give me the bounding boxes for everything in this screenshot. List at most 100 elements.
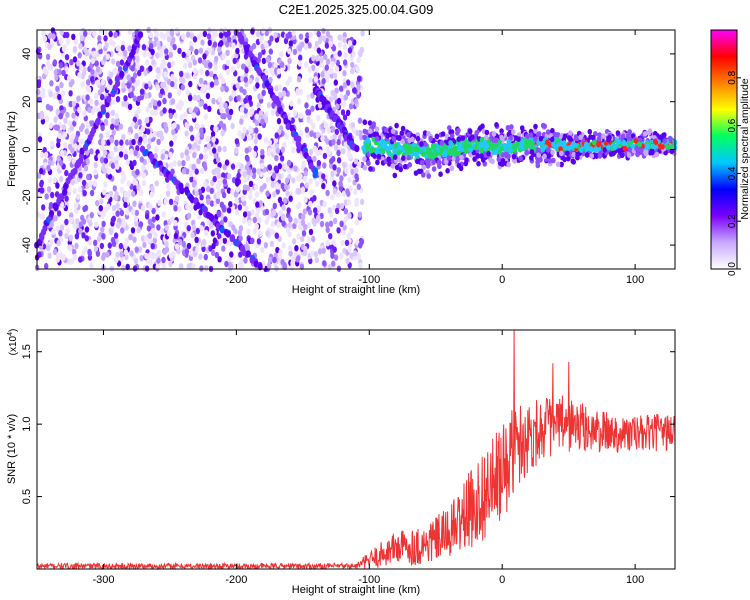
noise-speckle (68, 245, 73, 252)
noise-speckle (306, 236, 312, 244)
noise-speckle (59, 29, 64, 36)
noise-speckle (328, 96, 334, 103)
noise-speckle (87, 250, 93, 257)
noise-speckle (316, 30, 321, 38)
signal-mark (658, 144, 663, 151)
noise-speckle (120, 170, 126, 177)
noise-speckle (300, 186, 306, 193)
noise-speckle (347, 47, 353, 54)
noise-speckle (313, 250, 318, 258)
noise-speckle (69, 125, 75, 132)
noise-speckle (206, 185, 211, 193)
signal-mark (369, 147, 374, 154)
noise-speckle (55, 225, 61, 232)
noise-speckle (296, 188, 302, 195)
signal-mark (394, 122, 399, 129)
noise-speckle (100, 124, 105, 132)
noise-speckle (199, 194, 204, 201)
y-tick-label: -20 (21, 189, 33, 205)
noise-speckle (189, 176, 194, 183)
noise-speckle (322, 260, 327, 267)
signal-mark (542, 153, 547, 160)
signal-mark (397, 145, 403, 151)
noise-speckle (168, 46, 174, 53)
noise-speckle (248, 193, 253, 200)
y-tick-label: 1.5 (21, 344, 33, 359)
noise-speckle (55, 253, 61, 260)
noise-speckle (123, 249, 129, 256)
noise-speckle (222, 145, 227, 153)
noise-speckle (191, 224, 197, 231)
noise-speckle (198, 209, 203, 216)
noise-speckle (115, 45, 121, 52)
colorbar-gradient (710, 29, 738, 270)
noise-speckle (282, 141, 287, 148)
noise-speckle (78, 172, 83, 179)
signal-mark (386, 156, 392, 163)
noise-speckle (165, 30, 170, 38)
noise-speckle (148, 132, 154, 139)
colorbar-tick-label: 0.4 (727, 166, 738, 180)
signal-mark (583, 143, 589, 149)
noise-speckle (231, 91, 236, 98)
noise-speckle (211, 249, 216, 257)
noise-speckle (244, 147, 249, 154)
noise-speckle (148, 65, 153, 72)
noise-speckle (297, 201, 302, 209)
signal-mark (407, 162, 413, 168)
noise-speckle (151, 216, 156, 223)
noise-speckle (257, 52, 263, 59)
noise-speckle (84, 226, 90, 233)
noise-speckle (217, 145, 222, 153)
noise-speckle (248, 110, 253, 117)
noise-speckle (89, 62, 94, 69)
noise-speckle (99, 198, 104, 205)
noise-speckle (323, 53, 328, 61)
signal-mark (463, 148, 469, 155)
signal-mark (391, 136, 397, 142)
noise-speckle (330, 193, 335, 201)
noise-speckle (155, 214, 160, 221)
noise-speckle (77, 71, 82, 79)
noise-speckle (111, 58, 116, 65)
noise-speckle (203, 113, 208, 120)
signal-mark (568, 130, 573, 136)
noise-speckle (61, 69, 66, 77)
noise-speckle (192, 152, 197, 159)
signal-mark (499, 128, 504, 134)
noise-speckle (74, 242, 79, 250)
noise-speckle (143, 235, 149, 242)
signal-mark (627, 140, 632, 147)
noise-speckle (258, 200, 264, 207)
noise-speckle (101, 139, 106, 146)
signal-mark (416, 168, 422, 175)
signal-mark (392, 172, 398, 179)
noise-speckle (198, 47, 204, 54)
noise-speckle (78, 228, 83, 235)
noise-speckle (272, 202, 277, 210)
noise-speckle (66, 75, 72, 82)
noise-speckle (180, 84, 185, 91)
noise-speckle (244, 67, 249, 74)
noise-speckle (235, 186, 241, 193)
noise-speckle (133, 215, 139, 223)
noise-speckle (145, 106, 150, 113)
signal-mark (472, 156, 477, 162)
noise-speckle (155, 73, 160, 81)
noise-speckle (209, 222, 214, 229)
colorbar-tick-label: 0.8 (727, 70, 738, 84)
noise-speckle (334, 128, 339, 136)
signal-mark (532, 128, 538, 134)
noise-speckle (115, 251, 120, 259)
noise-speckle (177, 206, 182, 213)
noise-speckle (131, 190, 136, 198)
signal-mark (475, 153, 480, 159)
noise-speckle (177, 238, 183, 246)
noise-speckle (321, 77, 326, 85)
noise-speckle (355, 66, 360, 73)
noise-speckle (322, 162, 327, 169)
noise-speckle (57, 68, 62, 76)
noise-speckle (204, 264, 209, 272)
noise-speckle (271, 209, 277, 217)
noise-speckle (270, 181, 275, 188)
